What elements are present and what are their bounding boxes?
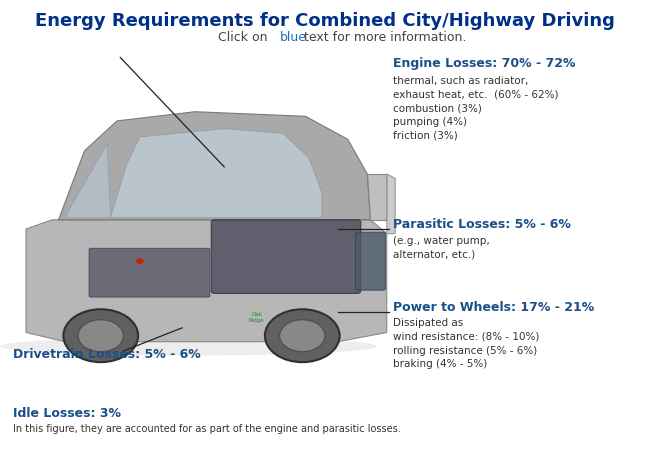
Polygon shape [387, 174, 395, 234]
Text: Engine Losses: 70% - 72%: Engine Losses: 70% - 72% [393, 57, 576, 70]
Text: blue: blue [280, 31, 307, 44]
Text: Energy Requirements for Combined City/Highway Driving: Energy Requirements for Combined City/Hi… [35, 11, 615, 29]
FancyBboxPatch shape [356, 233, 385, 291]
Text: Power to Wheels: 17% - 21%: Power to Wheels: 17% - 21% [393, 301, 595, 313]
Polygon shape [58, 112, 370, 220]
Polygon shape [26, 220, 387, 342]
Circle shape [136, 259, 144, 264]
Text: (e.g., water pump,
alternator, etc.): (e.g., water pump, alternator, etc.) [393, 235, 490, 258]
Ellipse shape [64, 309, 138, 363]
Ellipse shape [0, 337, 377, 356]
Text: Dissipated as
wind resistance: (8% - 10%)
rolling resistance (5% - 6%)
braking (: Dissipated as wind resistance: (8% - 10%… [393, 318, 540, 368]
Ellipse shape [280, 320, 325, 352]
Text: thermal, such as radiator,
exhaust heat, etc.  (60% - 62%)
combustion (3%)
pumpi: thermal, such as radiator, exhaust heat,… [393, 76, 559, 140]
Text: Drivetrain Losses: 5% - 6%: Drivetrain Losses: 5% - 6% [13, 347, 201, 360]
Polygon shape [111, 129, 322, 218]
Text: In this figure, they are accounted for as part of the engine and parasitic losse: In this figure, they are accounted for a… [13, 423, 401, 433]
Text: Idle Losses: 3%: Idle Losses: 3% [13, 406, 121, 419]
FancyBboxPatch shape [89, 249, 210, 297]
Polygon shape [367, 174, 387, 220]
Ellipse shape [78, 320, 124, 352]
Text: text for more information.: text for more information. [300, 31, 466, 44]
Polygon shape [65, 145, 110, 218]
FancyBboxPatch shape [211, 220, 361, 294]
Text: Oak
Ridge: Oak Ridge [249, 311, 265, 322]
Text: Click on: Click on [218, 31, 271, 44]
Text: Parasitic Losses: 5% - 6%: Parasitic Losses: 5% - 6% [393, 218, 571, 231]
Ellipse shape [265, 309, 339, 363]
